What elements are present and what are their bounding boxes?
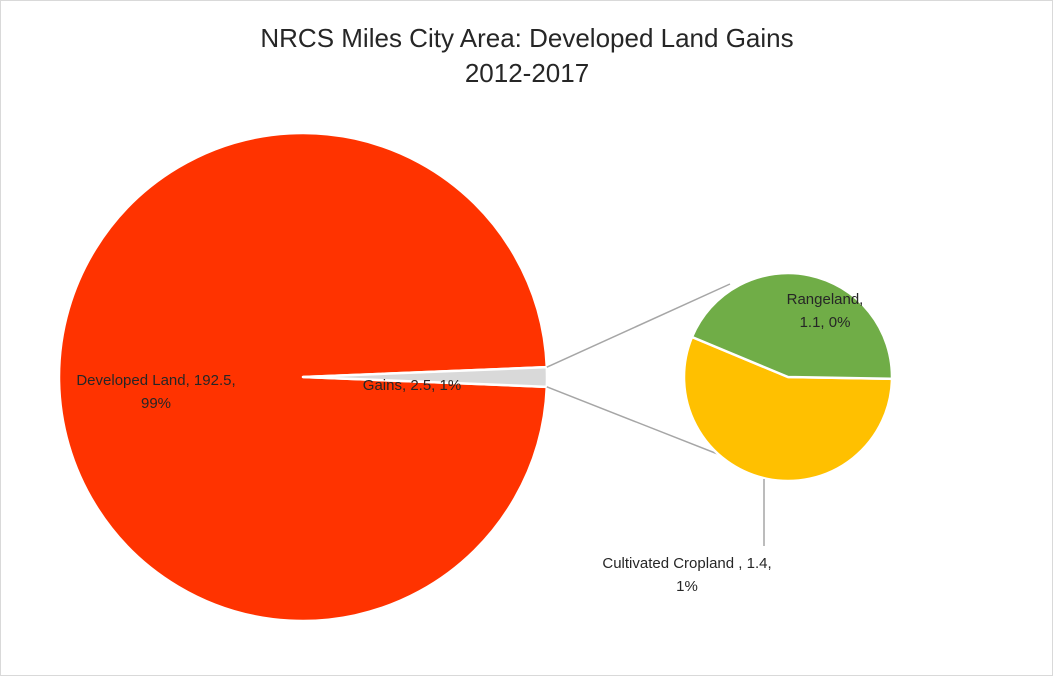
slice-cultivated-cropland bbox=[682, 335, 894, 483]
label-rangeland-line1: Rangeland, bbox=[787, 291, 864, 308]
connector-top-line bbox=[546, 283, 731, 368]
label-cultivated-cropland-line2: 1% bbox=[676, 578, 698, 595]
label-gains: Gains, 2.5, 1% bbox=[363, 377, 461, 394]
label-cultivated-cropland-line1: Cultivated Cropland , 1.4, bbox=[602, 555, 771, 572]
chart-subtitle: 2012-2017 bbox=[465, 58, 589, 88]
main-pie bbox=[57, 131, 549, 623]
label-developed-land-line2: 99% bbox=[141, 395, 171, 412]
secondary-pie bbox=[682, 271, 894, 483]
slice-gains bbox=[301, 365, 549, 389]
label-developed-land-line1: Developed Land, 192.5, bbox=[76, 372, 235, 389]
label-rangeland-line2: 1.1, 0% bbox=[800, 314, 851, 331]
pie-connectors bbox=[546, 283, 739, 463]
slice-rangeland bbox=[690, 271, 894, 381]
chart-title: NRCS Miles City Area: Developed Land Gai… bbox=[260, 23, 793, 53]
connector-bottom-line bbox=[546, 386, 739, 463]
